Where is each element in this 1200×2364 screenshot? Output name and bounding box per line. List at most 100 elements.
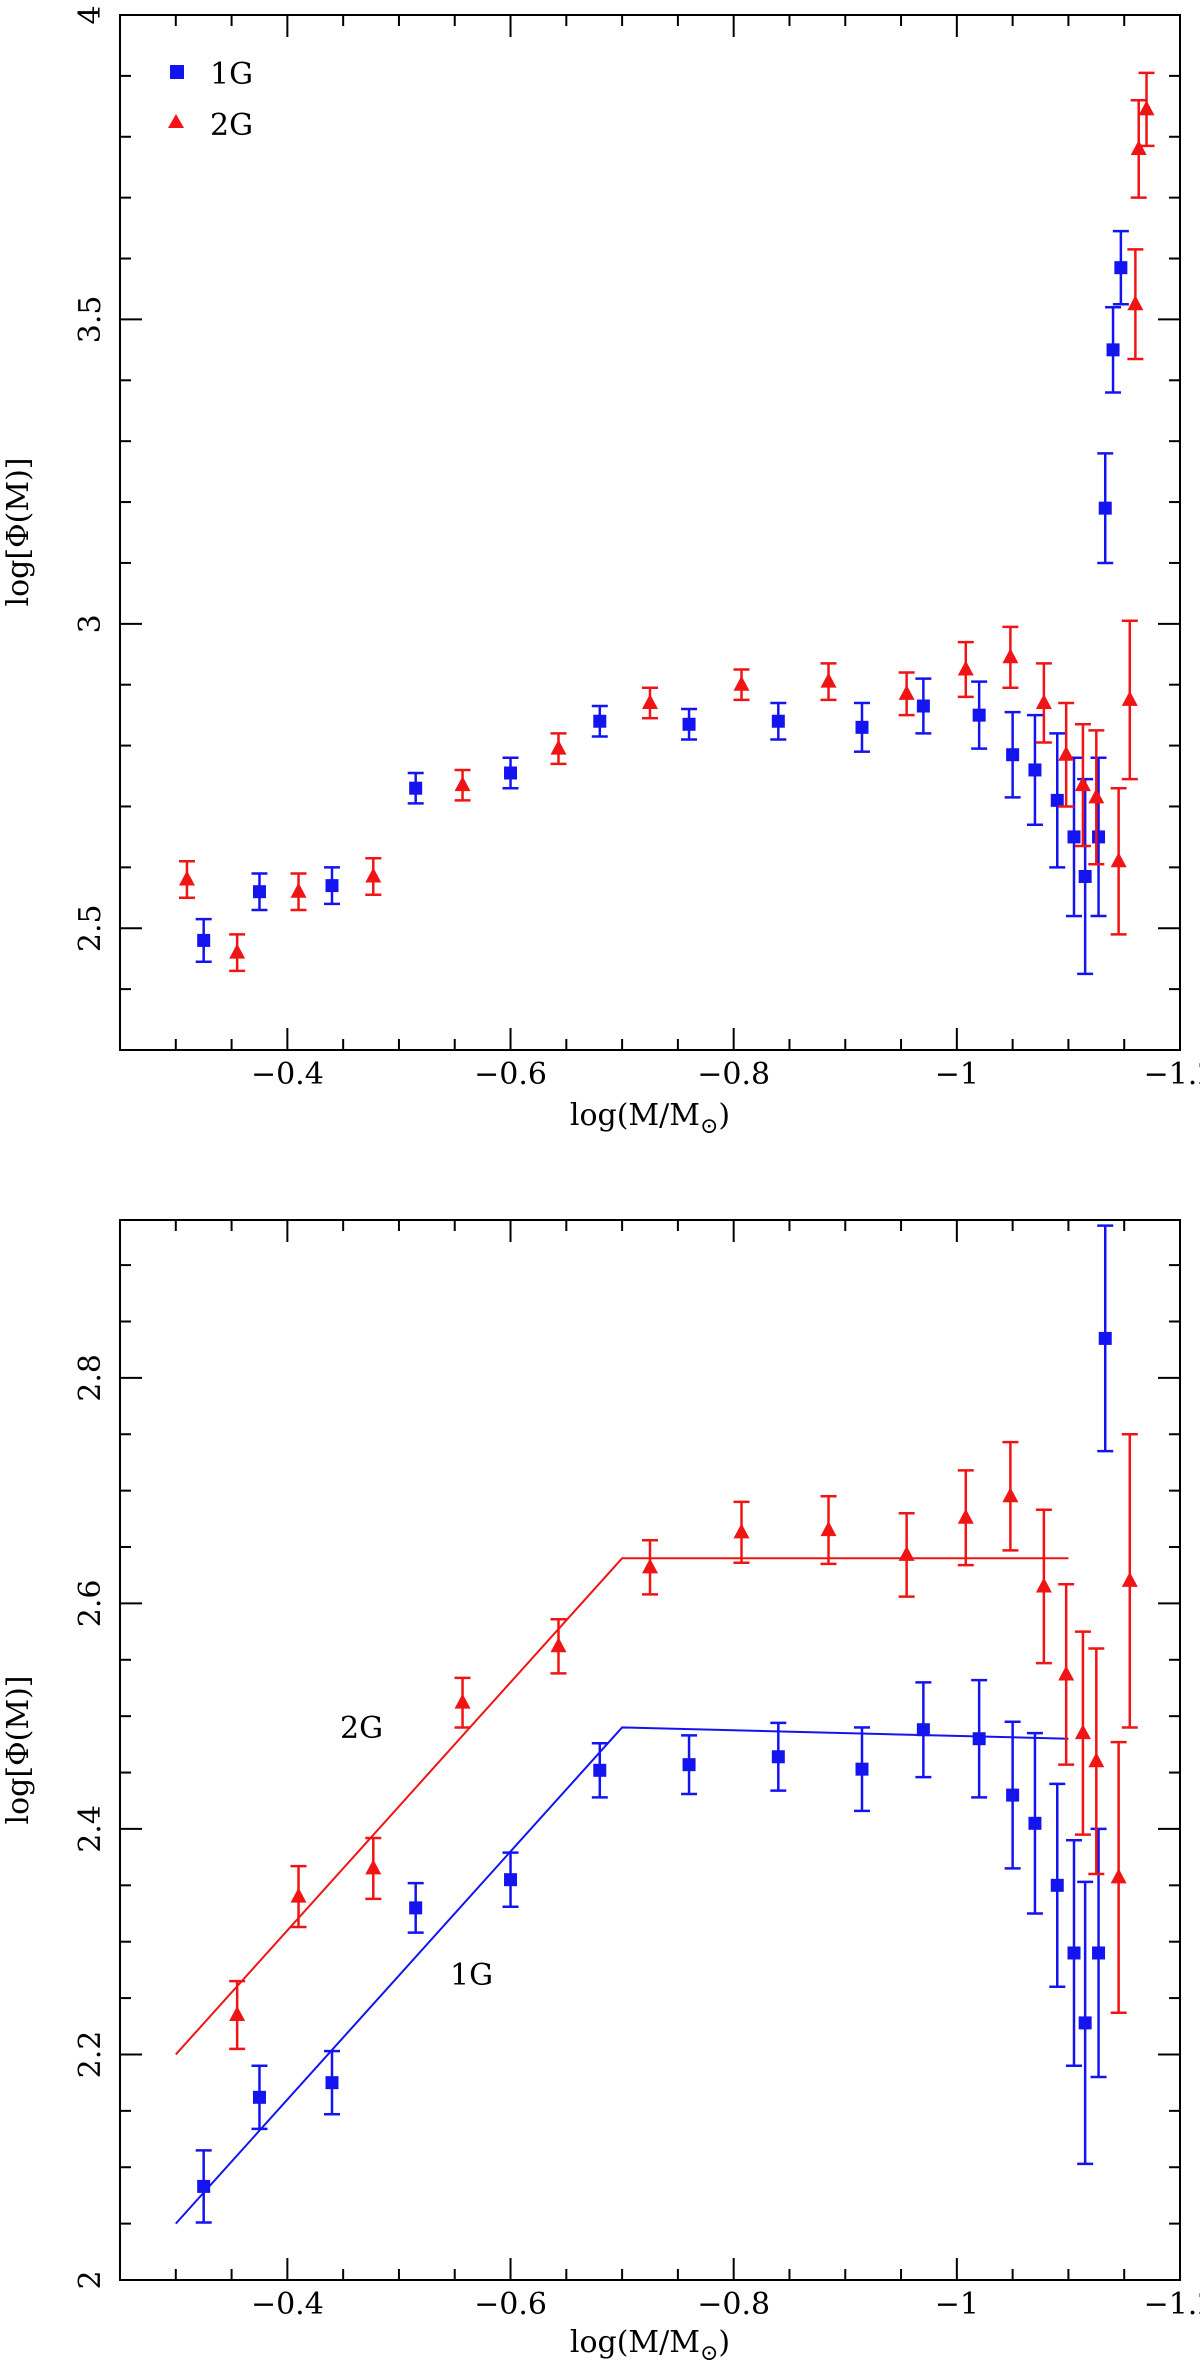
bottom-2g-point [1035, 1577, 1052, 1593]
bottom-1g-point [1006, 1788, 1020, 1802]
bottom-2g-point [1110, 1868, 1127, 1884]
bottom-x-tick-label: −0.4 [251, 2287, 324, 2322]
bottom-1g-point [504, 1873, 518, 1887]
top-ticks [120, 14, 1181, 1051]
bottom-2g-point [957, 1508, 974, 1524]
top-1g-point [409, 781, 423, 795]
bottom-panel: −0.4 −0.6 −0.8 −1 −1.2 2 2.2 2.4 2.6 2.8 2G 1G lo… [1, 1219, 1200, 2364]
bottom-1g-point [771, 1750, 785, 1764]
bottom-1g-point [1098, 1331, 1112, 1345]
legend-1g-label: 1G [210, 57, 253, 92]
bottom-2g-point [1074, 1724, 1091, 1740]
top-2g-point [820, 672, 837, 688]
bottom-1g-point [916, 1723, 930, 1737]
top-2g-point [1110, 852, 1127, 868]
bottom-2g-point [733, 1523, 750, 1539]
top-x-tick-label: −1 [935, 1057, 979, 1092]
bottom-x-axis-title-main: log(M/M [570, 2325, 700, 2360]
top-2g-point [550, 739, 567, 755]
top-legend: 1G 2G [168, 57, 253, 143]
top-plot-frame [119, 14, 1181, 1051]
bottom-2g-point [820, 1521, 837, 1537]
top-y-axis-title: log[Φ(M)] [1, 458, 36, 607]
bottom-y-tick-label: 2 [73, 2270, 108, 2289]
top-x-tick-label: −0.8 [697, 1057, 770, 1092]
bottom-x-tick-label: −0.8 [697, 2287, 770, 2322]
top-2g-point [1035, 693, 1052, 709]
bottom-2g-point [1002, 1487, 1019, 1503]
top-1g-point [855, 720, 869, 734]
top-x-axis-title-main: log(M/M [570, 1098, 700, 1133]
bottom-1g-point [593, 1763, 607, 1777]
annotation-2g: 2G [340, 1711, 383, 1746]
top-x-axis-title: log(M/M⊙) [570, 1098, 730, 1139]
top-2g-point [1121, 690, 1138, 706]
top-1g-point [1028, 763, 1042, 777]
top-1g-point [1114, 261, 1128, 275]
bottom-2g-point [454, 1693, 471, 1709]
bottom-y-tick-label: 2.2 [73, 2031, 108, 2079]
top-1g-point [252, 885, 266, 899]
bottom-x-axis-title-close: ) [718, 2325, 730, 2360]
top-2g-point [1130, 139, 1147, 155]
bottom-1g-point [1028, 1816, 1042, 1830]
top-x-tick-label: −0.4 [251, 1057, 324, 1092]
bottom-y-tick-label: 2.8 [73, 1354, 108, 1402]
bottom-2g-point [642, 1558, 658, 1574]
top-2g-point [1074, 776, 1091, 792]
bottom-tick-labels: −0.4 −0.6 −0.8 −1 −1.2 2 2.2 2.4 2.6 2.8 [73, 1354, 1200, 2322]
bottom-marks [195, 1224, 1138, 2224]
top-x-tick-label: −0.6 [474, 1057, 547, 1092]
bottom-2g-point [229, 2006, 246, 2021]
bottom-2g-point [898, 1545, 915, 1561]
top-1g-point [972, 708, 986, 722]
top-2g-point [178, 870, 195, 886]
bottom-2g-point [290, 1887, 307, 1903]
bottom-1g-point [682, 1758, 696, 1772]
bottom-2g-point [1121, 1571, 1138, 1587]
bottom-2g-point [1058, 1665, 1075, 1681]
bottom-x-tick-label: −0.6 [474, 2287, 547, 2322]
bottom-1g-point [855, 1762, 869, 1776]
top-x-axis-title-close: ) [718, 1098, 730, 1133]
bottom-1g-point [1078, 2016, 1092, 2030]
bottom-1g-point [1092, 1946, 1106, 1960]
top-2g-point [229, 943, 246, 959]
top-2g-point [642, 693, 658, 709]
bottom-2g-fit-line [175, 1557, 1069, 2056]
bottom-x-tick-label: −1.2 [1144, 2287, 1200, 2322]
top-1g-point [1067, 830, 1081, 844]
top-2g-point [290, 882, 307, 898]
top-y-tick-label: 2.5 [73, 904, 108, 952]
top-2g-point [1138, 100, 1155, 116]
top-1g-point [1098, 501, 1112, 515]
bottom-1g-point [325, 2076, 339, 2090]
top-1g-point [916, 699, 930, 713]
top-2g-point [454, 776, 471, 792]
top-2g-point [957, 660, 974, 676]
top-1g-point [771, 714, 785, 728]
legend-2g-label: 2G [210, 108, 253, 143]
top-1g-point [325, 879, 339, 893]
bottom-2g-point [1088, 1752, 1105, 1768]
bottom-y-axis-title: log[Φ(M)] [1, 1676, 36, 1825]
top-2g-point [1088, 788, 1105, 804]
bottom-1g-point [252, 2090, 266, 2104]
bottom-1g-point [1050, 1878, 1064, 1892]
bottom-y-tick-label: 2.6 [73, 1580, 108, 1628]
top-2g-point [1058, 745, 1075, 761]
bottom-1g-point [1067, 1946, 1081, 1960]
top-2g-point [898, 684, 915, 700]
top-y-tick-label: 4 [73, 5, 108, 24]
bottom-ticks [120, 1220, 1181, 2281]
bottom-x-axis-title-sub: ⊙ [700, 2341, 718, 2364]
top-2g-point [1127, 295, 1144, 311]
bottom-1g-point [972, 1732, 986, 1746]
top-2g-point [733, 675, 750, 691]
bottom-2g-point [365, 1859, 382, 1875]
top-1g-point [1078, 869, 1092, 883]
top-1g-point [593, 714, 607, 728]
top-x-tick-label: −1.2 [1144, 1057, 1200, 1092]
top-1g-point [1092, 830, 1106, 844]
